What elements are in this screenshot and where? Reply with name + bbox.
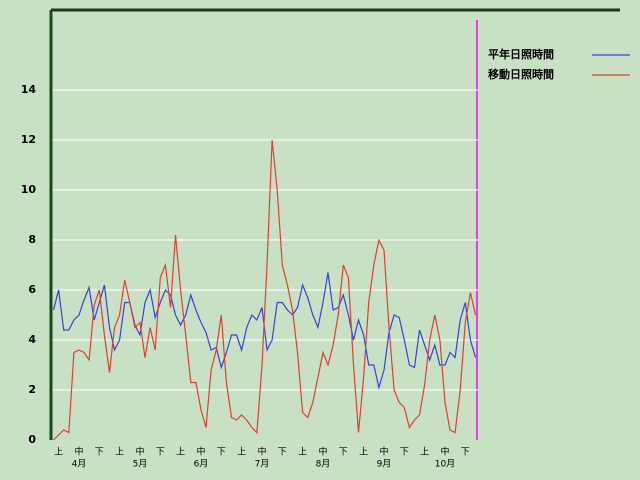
month-label: 10月: [435, 459, 455, 470]
month-label: 8月: [316, 459, 331, 470]
x-tick-label: 上: [237, 447, 246, 458]
y-tick-label: 6: [28, 283, 36, 296]
x-tick-label: 中: [74, 446, 83, 458]
y-tick-label: 4: [28, 333, 36, 346]
y-tick-label: 10: [21, 183, 37, 196]
x-tick-label: 中: [135, 446, 144, 458]
x-tick-label: 下: [278, 448, 287, 458]
y-tick-label: 0: [28, 433, 36, 446]
x-tick-label: 中: [196, 446, 205, 458]
x-tick-label: 上: [115, 447, 124, 458]
x-tick-label: 中: [440, 446, 449, 458]
x-tick-label: 下: [400, 448, 409, 458]
x-tick-label: 中: [318, 446, 327, 458]
legend-label: 平年日照時間: [488, 47, 554, 61]
y-tick-label: 2: [28, 383, 36, 396]
month-label: 7月: [255, 459, 270, 470]
series-line: [52, 272, 477, 390]
x-tick-label: 上: [298, 447, 307, 458]
month-label: 4月: [72, 459, 87, 470]
x-tick-label: 下: [95, 448, 104, 458]
series-line: [53, 139, 477, 441]
x-tick-label: 上: [359, 447, 368, 458]
y-tick-label: 14: [21, 83, 37, 96]
x-tick-label: 下: [339, 448, 348, 458]
legend-label: 移動日照時間: [488, 67, 554, 81]
x-tick-label: 下: [461, 448, 470, 458]
y-tick-label: 8: [28, 233, 36, 246]
month-label: 5月: [133, 459, 148, 470]
month-label: 9月: [377, 459, 392, 470]
month-label: 6月: [194, 459, 209, 470]
y-tick-label: 12: [21, 133, 36, 146]
x-tick-label: 上: [420, 447, 429, 458]
x-tick-label: 下: [156, 448, 165, 458]
x-tick-label: 中: [379, 446, 388, 458]
x-tick-label: 上: [176, 447, 185, 458]
x-tick-label: 中: [257, 446, 266, 458]
x-tick-label: 上: [54, 447, 63, 458]
x-tick-label: 下: [217, 448, 226, 458]
